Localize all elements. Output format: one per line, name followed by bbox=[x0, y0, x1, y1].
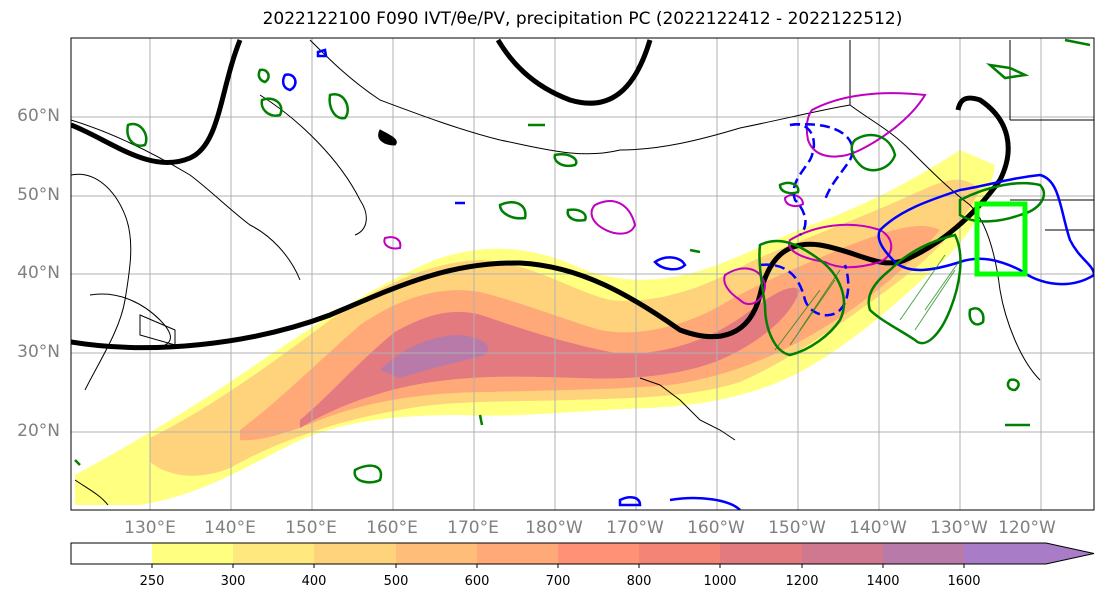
lon-label-130e: 130°E bbox=[124, 518, 176, 538]
lon-label-180w: 180°W bbox=[525, 518, 583, 538]
lon-label-150w: 150°W bbox=[768, 518, 826, 538]
colorbar bbox=[70, 542, 1095, 568]
lon-label-170e: 170°E bbox=[447, 518, 499, 538]
coastlines bbox=[71, 39, 1094, 506]
colorbar-tick: 700 bbox=[545, 574, 571, 589]
lon-label-170w: 170°W bbox=[606, 518, 664, 538]
map-plot-area bbox=[71, 38, 1094, 510]
theta-e-contour bbox=[71, 38, 1011, 351]
graticule bbox=[71, 38, 1094, 510]
lat-label-50n: 50°N bbox=[17, 185, 60, 205]
colorbar-tick: 400 bbox=[301, 574, 327, 589]
pv-contours-magenta bbox=[383, 92, 927, 305]
colorbar-tick: 600 bbox=[464, 574, 490, 589]
colorbar-tick: 250 bbox=[139, 574, 165, 589]
precip-contours-green bbox=[74, 38, 1091, 484]
colorbar-tick: 500 bbox=[383, 574, 409, 589]
map-frame bbox=[70, 37, 1095, 511]
lat-label-60n: 60°N bbox=[17, 106, 60, 126]
lat-label-30n: 30°N bbox=[17, 342, 60, 362]
lat-label-40n: 40°N bbox=[17, 263, 60, 283]
highlight-box bbox=[974, 201, 1028, 277]
lon-label-150e: 150°E bbox=[285, 518, 337, 538]
colorbar-tick: 1400 bbox=[866, 574, 900, 589]
lon-label-160w: 160°W bbox=[687, 518, 745, 538]
lon-label-120w: 120°W bbox=[998, 518, 1056, 538]
map-title: 2022122100 F090 IVT/θe/PV, precipitation… bbox=[262, 9, 903, 29]
hatch-marks bbox=[774, 254, 961, 351]
lon-label-130w: 130°W bbox=[930, 518, 988, 538]
colorbar-tick: 1200 bbox=[785, 574, 819, 589]
ivt-shading bbox=[75, 150, 995, 505]
lon-label-140e: 140°E bbox=[204, 518, 256, 538]
lon-label-140w: 140°W bbox=[849, 518, 907, 538]
lat-label-20n: 20°N bbox=[17, 421, 60, 441]
colorbar-tick: 300 bbox=[220, 574, 246, 589]
colorbar-tick: 800 bbox=[626, 574, 652, 589]
colorbar-tick: 1000 bbox=[703, 574, 737, 589]
lon-label-160e: 160°E bbox=[366, 518, 418, 538]
colorbar-tick: 1600 bbox=[947, 574, 981, 589]
